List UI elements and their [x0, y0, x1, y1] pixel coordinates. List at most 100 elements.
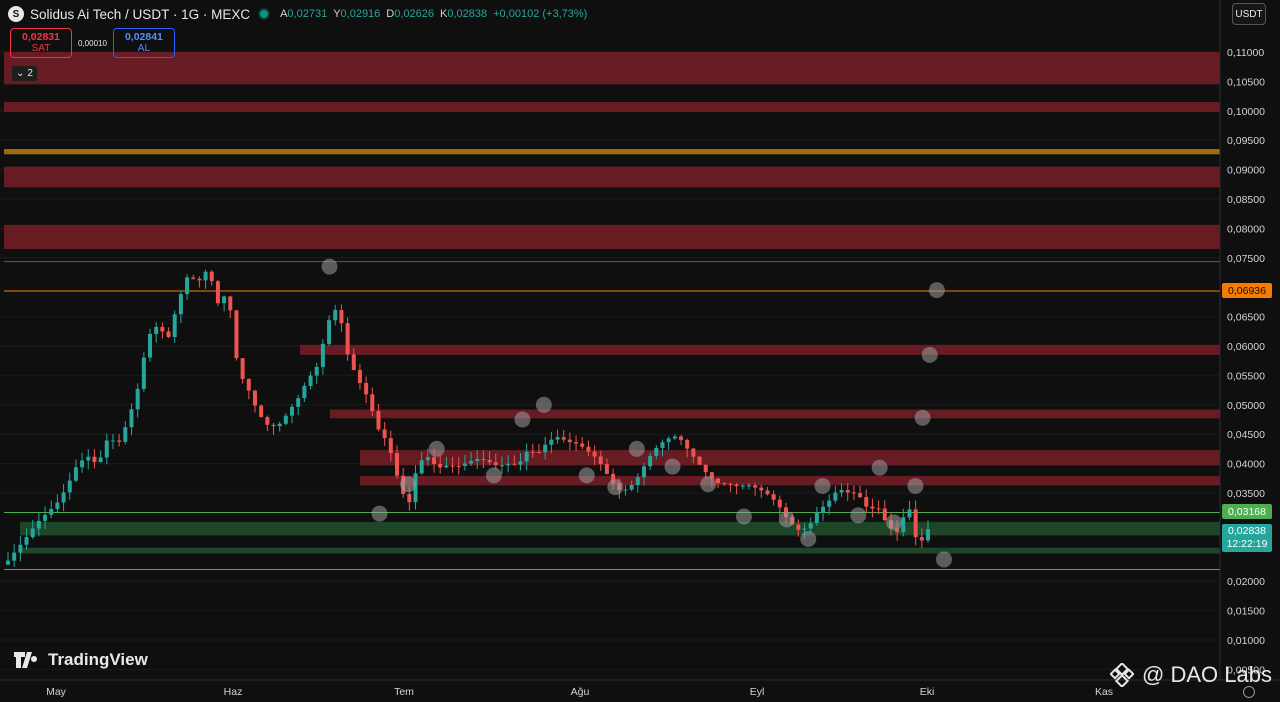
candle — [12, 552, 17, 561]
time-axis-label: Eyl — [750, 686, 765, 698]
candle — [895, 528, 900, 533]
symbol-logo[interactable]: S — [8, 6, 24, 22]
pivot-marker — [871, 459, 888, 476]
sell-button[interactable]: 0,02831 SAT — [10, 28, 72, 58]
pivot-marker — [321, 258, 338, 275]
candle — [407, 493, 412, 503]
candle — [18, 544, 23, 553]
candle — [802, 528, 807, 530]
time-axis-label: Kas — [1095, 686, 1113, 698]
candle — [592, 451, 597, 457]
candle — [357, 370, 362, 383]
candle — [98, 457, 103, 463]
price-axis-label: 0,00500 — [1227, 664, 1265, 676]
candle — [191, 277, 196, 279]
candle — [43, 514, 48, 521]
currency-button[interactable]: USDT — [1232, 3, 1266, 25]
candle — [283, 415, 288, 424]
buy-label: AL — [137, 43, 151, 54]
indicators-toggle[interactable]: ⌄ 2 — [11, 65, 38, 82]
resistance-zone — [4, 101, 1220, 112]
candle — [654, 447, 659, 456]
candle — [413, 473, 418, 503]
candle — [487, 459, 492, 463]
tradingview-logo[interactable]: TradingView — [14, 650, 148, 670]
candle — [611, 473, 616, 484]
time-axis-label: Eki — [920, 686, 935, 698]
pivot-marker — [814, 477, 831, 494]
candle — [561, 437, 566, 440]
candle — [635, 477, 640, 486]
candle — [61, 492, 66, 503]
candle — [882, 508, 887, 521]
price-axis-label: 0,04000 — [1227, 459, 1265, 471]
candle — [518, 461, 523, 465]
trade-panel: 0,02831 SAT 0,00010 0,02841 AL — [10, 28, 175, 58]
open-value: 0,02731 — [287, 8, 328, 20]
gear-icon[interactable] — [1243, 686, 1255, 698]
pivot-marker — [778, 511, 795, 528]
pivot-marker — [535, 396, 552, 413]
price-axis-label: 0,10000 — [1227, 106, 1265, 118]
candle — [382, 429, 387, 439]
pivot-marker — [914, 409, 931, 426]
candle — [86, 456, 91, 461]
candle — [580, 443, 585, 447]
resistance-zone — [4, 62, 1220, 85]
symbol-header: S Solidus Ai Tech / USDT · 1G · MEXC A0,… — [0, 0, 587, 28]
candle — [604, 464, 609, 474]
candle — [290, 406, 295, 416]
candle — [746, 485, 751, 487]
price-axis-label: 0,05000 — [1227, 400, 1265, 412]
candle — [234, 310, 239, 359]
candle — [376, 411, 381, 430]
binance-diamond-icon — [1110, 663, 1134, 687]
pivot-marker — [514, 411, 531, 428]
pivot-marker — [850, 507, 867, 524]
orange-band — [4, 149, 1220, 155]
candle — [469, 460, 474, 464]
candle — [277, 423, 282, 427]
candle — [259, 405, 264, 418]
candle — [808, 523, 813, 529]
candle — [222, 296, 227, 304]
candle — [252, 390, 257, 406]
candle — [67, 480, 72, 493]
close-value: 0,02838 — [447, 8, 488, 20]
live-status-dot — [260, 10, 269, 18]
sell-label: SAT — [31, 43, 51, 54]
candle — [543, 444, 548, 453]
candle — [555, 437, 560, 440]
candle — [209, 271, 214, 282]
candle — [499, 465, 504, 467]
change-value: +0,00102 (+3,73%) — [493, 8, 588, 20]
orange-line-price-tag: 0,06936 — [1222, 283, 1272, 298]
candle — [327, 320, 332, 344]
symbol-title[interactable]: Solidus Ai Tech / USDT · 1G · MEXC — [30, 6, 251, 22]
candle — [203, 271, 208, 281]
candle — [660, 442, 665, 448]
candle — [339, 310, 344, 324]
candle — [456, 465, 461, 467]
sell-price: 0,02831 — [22, 31, 60, 43]
price-axis-label: 0,01000 — [1227, 635, 1265, 647]
price-axis-label: 0,06500 — [1227, 312, 1265, 324]
candle — [493, 462, 498, 466]
pivot-marker — [628, 440, 645, 457]
candle — [623, 489, 628, 491]
close-key: K — [440, 8, 448, 20]
tradingview-icon — [14, 652, 38, 668]
resistance-zone — [4, 166, 1220, 188]
pivot-marker — [885, 514, 902, 531]
candle — [876, 508, 881, 510]
candle — [759, 487, 764, 491]
candle — [166, 331, 171, 338]
candle — [697, 456, 702, 465]
price-axis-label: 0,11000 — [1227, 47, 1264, 59]
candle — [370, 394, 375, 412]
candle — [351, 354, 356, 371]
price-axis-label: 0,02000 — [1227, 576, 1265, 588]
buy-button[interactable]: 0,02841 AL — [112, 28, 175, 58]
candle — [432, 457, 437, 464]
